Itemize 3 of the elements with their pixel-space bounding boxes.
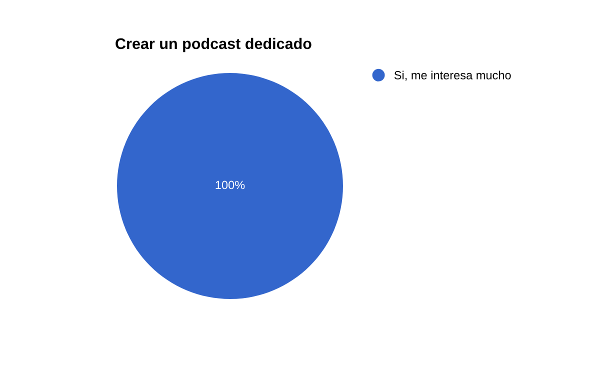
data-label: 100%: [216, 180, 245, 190]
legend-label: Si, me interesa mucho: [394, 70, 511, 81]
chart-title: Crear un podcast dedicado: [116, 38, 312, 52]
